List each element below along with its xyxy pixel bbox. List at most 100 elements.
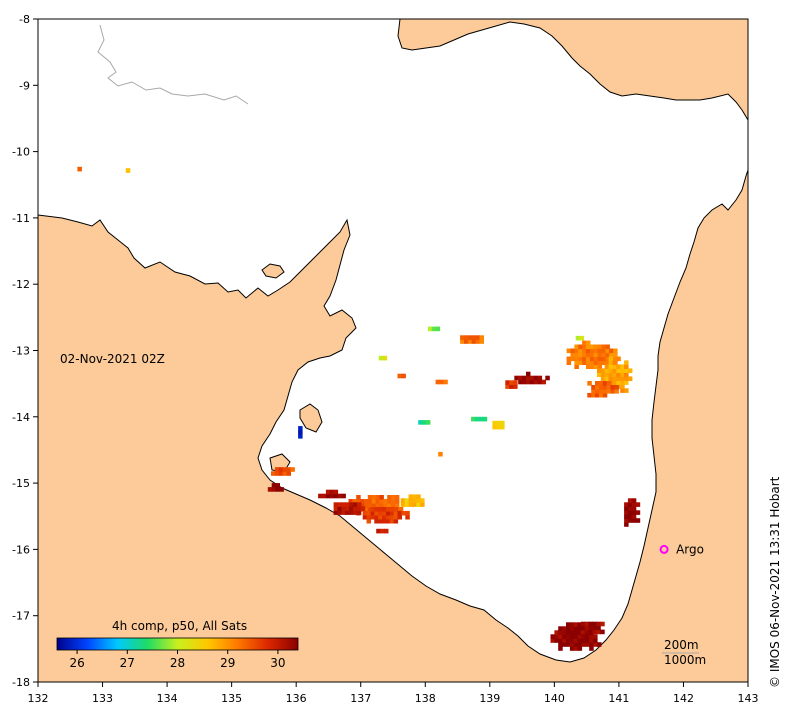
- sst-cell: [591, 389, 596, 394]
- sst-cell: [612, 368, 617, 373]
- sst-cell: [624, 518, 629, 523]
- credit-text: © IMOS 06-Nov-2021 13:31 Hobart: [768, 476, 782, 688]
- sst-cell: [393, 510, 399, 516]
- y-tick-label: -13: [12, 345, 30, 358]
- sst-cell: [329, 493, 335, 499]
- sst-cell: [405, 514, 410, 520]
- sst-cell: [554, 630, 559, 635]
- sst-cell: [624, 360, 629, 365]
- sst-cell: [383, 499, 388, 504]
- sst-cell: [586, 344, 591, 350]
- y-tick-label: -15: [12, 477, 30, 490]
- sst-cell: [337, 506, 342, 511]
- sst-cell: [570, 348, 575, 354]
- y-tick-label: -10: [12, 146, 30, 159]
- sst-cell: [602, 392, 608, 398]
- sst-cell: [383, 503, 388, 508]
- sst-cell: [333, 489, 339, 495]
- sst-cell: [558, 642, 563, 647]
- sst-cell: [631, 510, 637, 515]
- sst-cell: [582, 356, 587, 362]
- sst-cell: [578, 356, 583, 362]
- y-tick-label: -17: [12, 610, 30, 623]
- map-layers: Argo: [38, 19, 748, 682]
- sst-cell: [573, 622, 579, 627]
- sst-cell: [605, 352, 610, 358]
- sst-cell: [348, 499, 353, 504]
- sst-cell: [404, 498, 410, 503]
- sst-cell: [505, 380, 510, 385]
- sst-cell: [412, 494, 417, 499]
- sst-cell: [566, 348, 572, 354]
- sst-cell: [566, 634, 571, 639]
- sst-patch: [77, 166, 82, 172]
- sst-cell: [589, 634, 594, 639]
- sst-cell: [595, 389, 600, 394]
- sst-cell: [379, 499, 384, 504]
- sst-patch: [566, 340, 618, 369]
- sst-cell: [580, 621, 586, 627]
- argo-float[interactable]: Argo: [659, 542, 704, 556]
- sst-cell: [604, 376, 610, 381]
- sst-cell: [558, 630, 563, 635]
- sst-cell: [566, 356, 572, 362]
- sst-cell: [290, 467, 295, 472]
- sst-cell: [569, 638, 575, 643]
- sst-cell: [267, 487, 273, 492]
- sst-cell: [597, 352, 603, 358]
- sst-cell: [597, 344, 603, 350]
- colorbar-tick-label: 30: [270, 656, 285, 670]
- sst-cell: [367, 503, 373, 508]
- sst-cell: [550, 638, 555, 643]
- sst-cell: [420, 502, 425, 507]
- sst-cell: [573, 646, 579, 651]
- sst-cell: [271, 471, 276, 476]
- sst-cell: [620, 368, 625, 373]
- sst-cell: [382, 514, 387, 520]
- sst-cell: [598, 381, 604, 386]
- sst-cell: [356, 495, 361, 500]
- sst-cell: [389, 510, 395, 516]
- sst-cell: [391, 503, 396, 508]
- sst-cell: [624, 380, 629, 385]
- sst-patch: [125, 168, 131, 173]
- land-masses: [38, 19, 748, 682]
- colorbar: 4h comp, p50, All Sats 26 27 28 29 30: [56, 619, 299, 670]
- sst-cell: [620, 384, 625, 389]
- sst-cell: [573, 638, 579, 643]
- sst-cell: [598, 389, 604, 394]
- sst-cell: [593, 356, 599, 362]
- sst-cell: [612, 372, 617, 377]
- sst-cell: [537, 375, 543, 381]
- colorbar-tick-label: 28: [170, 656, 185, 670]
- sst-cell: [554, 634, 559, 639]
- sst-patch: [427, 326, 441, 332]
- sst-cell: [364, 503, 369, 508]
- sst-cell: [597, 364, 603, 369]
- sst-cell: [588, 621, 594, 627]
- sst-cell: [597, 372, 602, 377]
- sst-cell: [620, 380, 625, 385]
- groote-eylandt: [299, 403, 323, 433]
- sst-patch: [505, 380, 518, 389]
- sst-patch: [514, 371, 550, 385]
- sst-cell: [337, 493, 342, 499]
- sst-cell: [467, 339, 473, 344]
- sst-patch: [318, 489, 346, 499]
- argo-marker[interactable]: [659, 544, 669, 554]
- sst-cell: [578, 348, 583, 354]
- sst-cell: [620, 364, 625, 369]
- sst-cell: [408, 494, 413, 499]
- sst-cell: [333, 510, 339, 515]
- sst-cell: [558, 634, 563, 639]
- sst-cell: [577, 630, 583, 635]
- sst-cell: [401, 373, 406, 379]
- sst-cell: [635, 510, 641, 515]
- sst-cell: [605, 348, 610, 354]
- sst-cell: [608, 376, 614, 381]
- sst-cell: [366, 514, 371, 520]
- sst-cell: [475, 339, 481, 344]
- sst-cell: [589, 348, 595, 354]
- sst-cell: [597, 642, 602, 647]
- sst-cell: [592, 629, 597, 635]
